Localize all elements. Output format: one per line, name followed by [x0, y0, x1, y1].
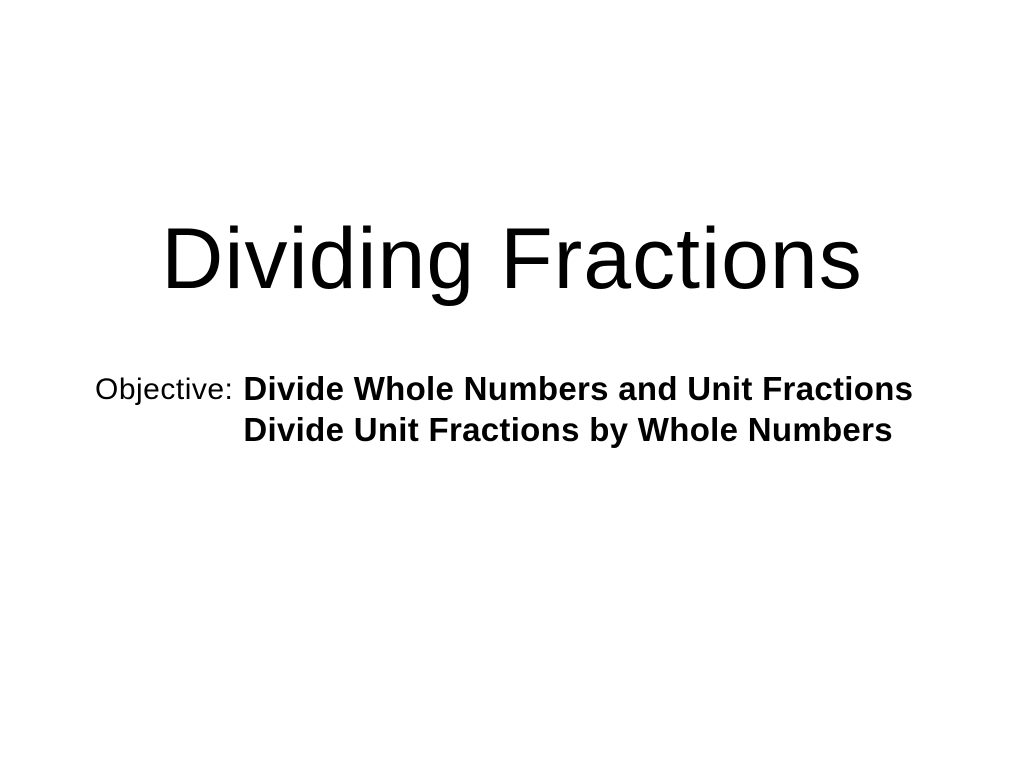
- objective-text: Divide Whole Numbers and Unit Fractions …: [243, 368, 913, 451]
- slide-container: Dividing Fractions Objective: Divide Who…: [0, 0, 1024, 768]
- objective-label: Objective:: [95, 368, 233, 407]
- slide-title: Dividing Fractions: [0, 210, 1024, 309]
- objective-line-2: Divide Unit Fractions by Whole Numbers: [243, 409, 913, 450]
- objective-line-1: Divide Whole Numbers and Unit Fractions: [243, 368, 913, 409]
- objective-block: Objective: Divide Whole Numbers and Unit…: [95, 368, 913, 451]
